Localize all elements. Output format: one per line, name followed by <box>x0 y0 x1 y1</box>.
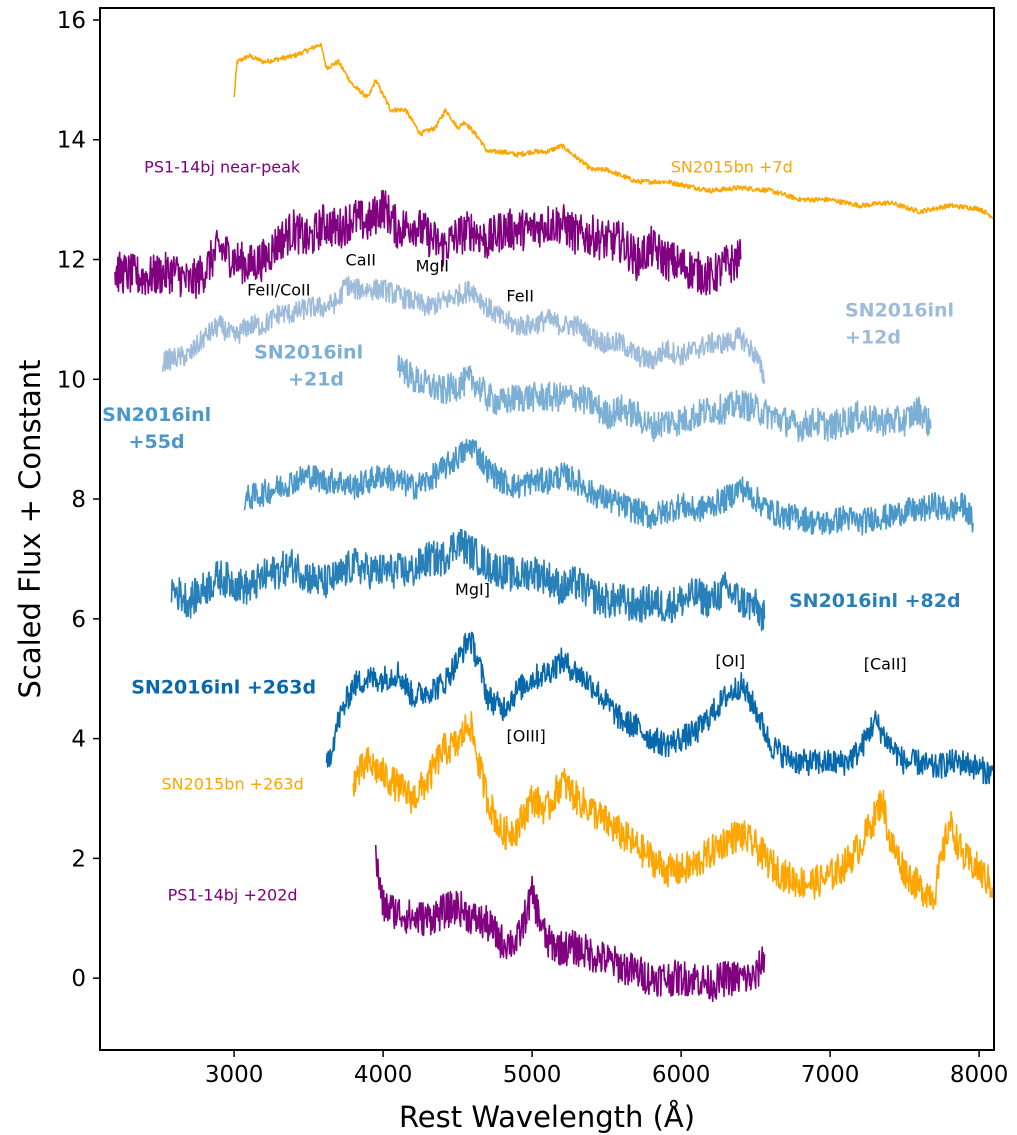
annotation-label: SN2016inl +82d <box>789 590 961 612</box>
y-tick-label: 14 <box>57 128 86 154</box>
series-line-sn2015bn-263d <box>352 711 994 910</box>
series-layer <box>114 42 994 1003</box>
series-line-sn2016inl-55d <box>243 438 974 536</box>
series-line-ps1-14bj-202d <box>374 844 766 1003</box>
y-tick-label: 8 <box>71 487 86 513</box>
annotation-label: [OI] <box>715 652 745 671</box>
x-tick-label: 8000 <box>950 1062 1009 1088</box>
annotation-label: PS1-14bj +202d <box>168 885 298 904</box>
y-axis: 0 2 4 6 8 10 12 14 16 <box>57 8 100 992</box>
annotation-label: PS1-14bj near-peak <box>144 158 301 177</box>
y-tick-label: 0 <box>71 966 86 992</box>
annotation-label: +55d <box>129 431 185 453</box>
annotation-label: SN2016inl +263d <box>131 677 316 699</box>
annotation-label: MgII <box>416 256 449 275</box>
y-axis-label: Scaled Flux + Constant <box>13 359 47 698</box>
x-tick-label: 3000 <box>205 1062 264 1088</box>
annotation-label: [OIII] <box>507 727 546 746</box>
y-tick-label: 4 <box>71 727 86 753</box>
series-line-sn2016inl-263d <box>325 631 994 785</box>
annotation-label: [CaII] <box>864 655 907 674</box>
series-line-sn2016inl-12d <box>161 276 766 385</box>
annotation-label: MgI] <box>455 580 490 599</box>
x-tick-label: 5000 <box>503 1062 562 1088</box>
y-tick-label: 10 <box>57 367 86 393</box>
plot-frame <box>99 7 995 1051</box>
annotation-label: CaII <box>346 251 376 270</box>
x-tick-label: 4000 <box>354 1062 413 1088</box>
annotation-label: SN2016inl <box>254 341 363 363</box>
annotation-layer: SN2015bn +7d PS1-14bj near-peak FeII/CoII C… <box>102 158 960 905</box>
series-line-sn2016inl-21d <box>397 354 933 443</box>
y-tick-label: 12 <box>57 248 86 274</box>
series-line-ps1-14bj-near-peak <box>114 189 742 299</box>
annotation-label: SN2015bn +7d <box>671 158 793 177</box>
annotation-label: SN2016inl <box>845 299 954 321</box>
annotation-label: SN2016inl <box>102 404 211 426</box>
x-tick-label: 6000 <box>652 1062 711 1088</box>
series-line-sn2015bn-7d <box>233 42 994 220</box>
series-line-sn2016inl-82d <box>170 528 766 632</box>
y-tick-label: 2 <box>71 846 86 872</box>
annotation-label: SN2015bn +263d <box>161 775 303 794</box>
annotation-label: FeII <box>506 286 534 305</box>
annotation-label: +21d <box>288 368 344 390</box>
y-tick-label: 6 <box>71 607 86 633</box>
x-tick-label: 7000 <box>801 1062 860 1088</box>
x-axis-label: Rest Wavelength (Å) <box>399 1100 695 1134</box>
y-tick-label: 16 <box>57 8 86 34</box>
annotation-label: +12d <box>845 326 901 348</box>
annotation-label: FeII/CoII <box>247 280 310 299</box>
x-axis: 3000 4000 5000 6000 7000 8000 <box>205 1050 1009 1088</box>
